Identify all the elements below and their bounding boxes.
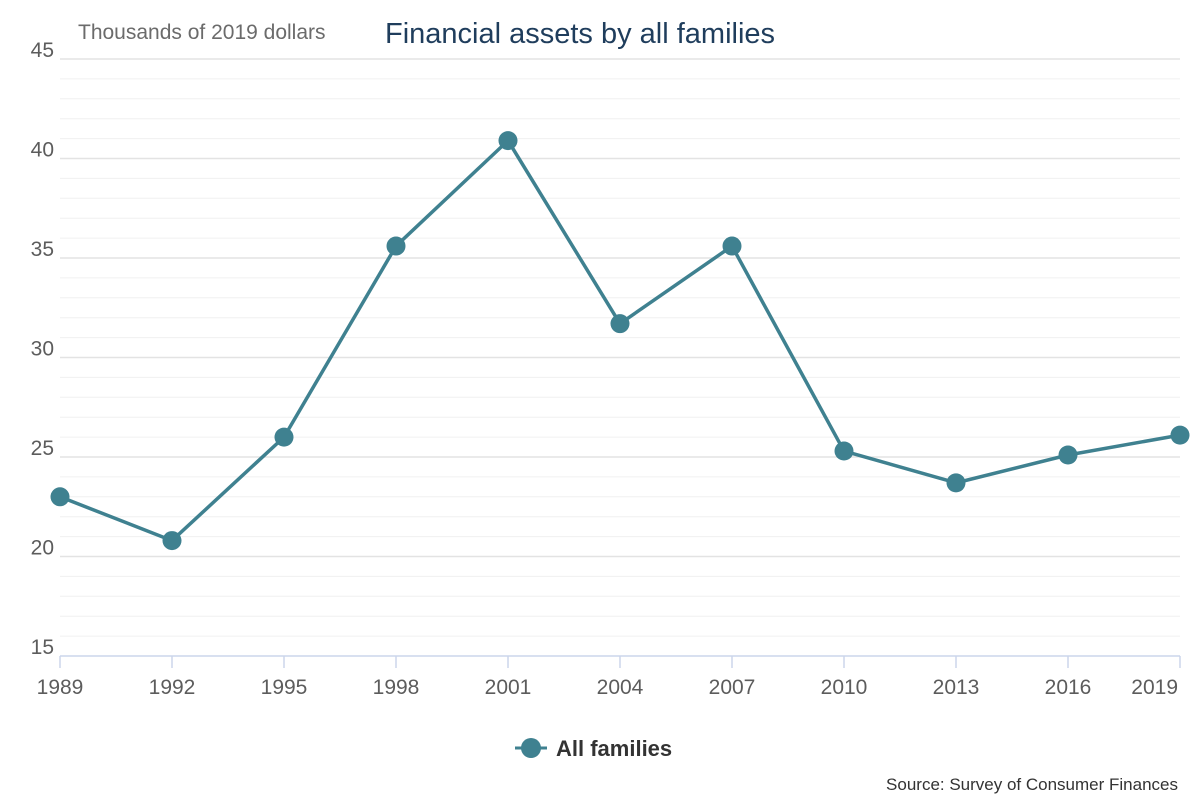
x-tick-label: 1998 <box>373 676 420 699</box>
data-point-1992[interactable] <box>162 531 182 551</box>
y-tick-label: 35 <box>31 238 54 261</box>
x-tick-label: 2016 <box>1045 676 1092 699</box>
data-point-1998[interactable] <box>386 236 406 256</box>
legend-symbol-marker <box>521 738 541 758</box>
y-tick-label: 45 <box>31 39 54 62</box>
y-tick-label: 30 <box>31 338 54 361</box>
x-axis <box>59 655 1181 668</box>
source-note: Source: Survey of Consumer Finances <box>886 775 1178 794</box>
data-point-2013[interactable] <box>946 473 966 493</box>
x-tick-label: 2004 <box>597 676 644 699</box>
legend[interactable]: All families <box>515 736 672 761</box>
x-tick-label: 2001 <box>485 676 532 699</box>
data-point-2016[interactable] <box>1058 445 1078 465</box>
chart-title: Financial assets by all families <box>385 18 775 50</box>
x-tick-label: 1995 <box>261 676 308 699</box>
data-point-2001[interactable] <box>498 131 518 151</box>
y-tick-label: 40 <box>31 139 54 162</box>
series-line[interactable] <box>58 138 1182 543</box>
y-tick-label: 20 <box>31 537 54 560</box>
data-point-2004[interactable] <box>610 314 630 334</box>
y-axis-unit-label: Thousands of 2019 dollars <box>78 21 326 44</box>
x-tick-label: 2010 <box>821 676 868 699</box>
x-tick-label: 2019 <box>1131 676 1178 699</box>
data-point-1995[interactable] <box>274 427 294 447</box>
y-axis-tick-labels: 15 20 25 30 35 40 45 <box>31 39 54 659</box>
y-tick-label: 25 <box>31 437 54 460</box>
x-tick-label: 1992 <box>149 676 196 699</box>
grid-lines <box>60 58 1180 637</box>
x-axis-tick-labels: 1989 1992 1995 1998 2001 2004 2007 2010 2013 2016… <box>37 676 1178 699</box>
series-all-families[interactable] <box>50 131 1190 551</box>
y-tick-label: 15 <box>31 636 54 659</box>
data-point-1989[interactable] <box>50 487 70 507</box>
x-tick-label: 2013 <box>933 676 980 699</box>
data-point-2007[interactable] <box>722 236 742 256</box>
data-point-2010[interactable] <box>834 441 854 461</box>
x-tick-label: 2007 <box>709 676 756 699</box>
legend-item-all-families[interactable]: All families <box>556 736 672 761</box>
x-tick-label: 1989 <box>37 676 84 699</box>
data-point-2019[interactable] <box>1170 425 1190 445</box>
